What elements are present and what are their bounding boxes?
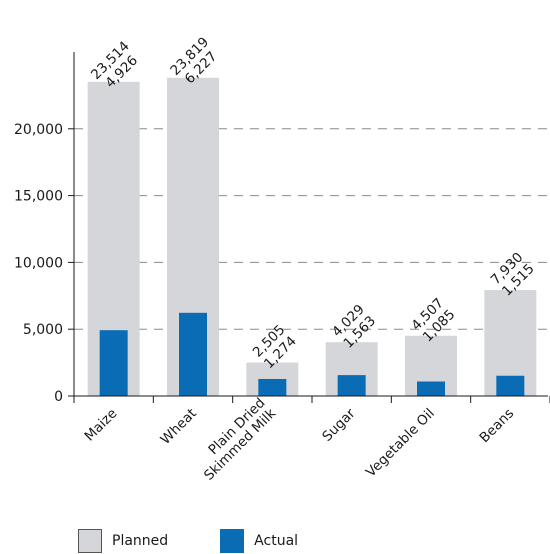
legend-swatch-actual [220,529,245,553]
bar-chart: 05,00010,00015,00020,00023,5144,926Maize… [14,34,550,484]
bar-actual [99,330,128,396]
legend: Planned Actual [78,528,350,554]
bar-actual [179,312,207,396]
legend-swatch-planned [78,529,102,553]
bar-actual [496,375,525,396]
y-tick-label: 5,000 [23,322,63,338]
legend-label-actual: Actual [254,533,299,549]
bar-actual [417,381,445,396]
x-tick-label: Wheat [158,406,200,448]
x-tick-label: Maize [82,406,121,445]
legend-item-planned: Planned [78,529,168,553]
y-tick-label: 10,000 [14,255,63,271]
legend-item-actual: Actual [220,529,298,553]
axes [73,52,550,403]
y-tick-label: 20,000 [14,122,63,138]
x-tick-label: Sugar [319,405,359,445]
bar-actual [258,378,287,396]
x-tick-label: Beans [477,406,518,447]
bars [87,77,537,396]
grid-lines [68,128,548,397]
legend-label-planned: Planned [112,533,169,549]
y-tick-label: 0 [54,389,63,405]
x-tick-label: Vegetable Oil [363,406,438,481]
y-tick-label: 15,000 [14,189,63,205]
bar-actual [337,375,366,396]
